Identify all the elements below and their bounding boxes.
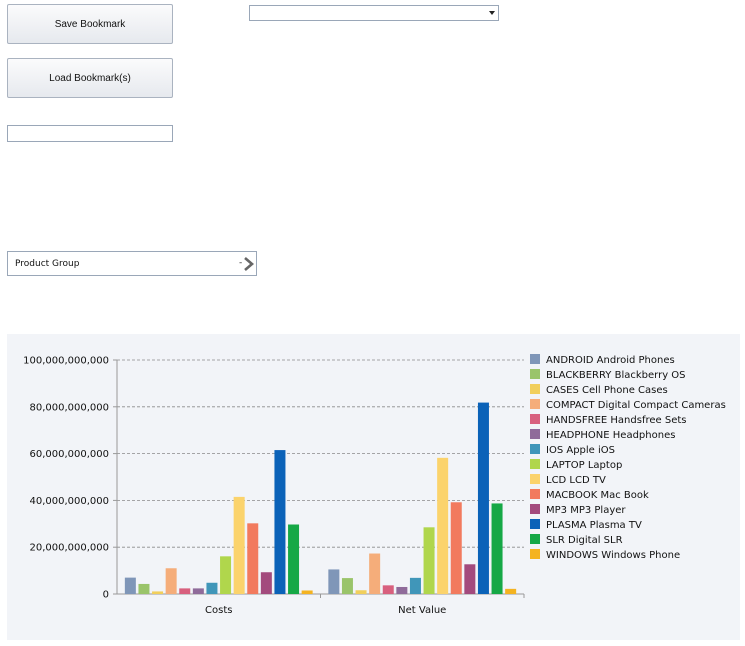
- bar: [450, 502, 462, 594]
- bar: [437, 457, 449, 594]
- legend-swatch: [530, 549, 540, 559]
- bar: [464, 564, 476, 594]
- save-bookmark-button[interactable]: Save Bookmark: [7, 4, 173, 44]
- legend-swatch: [530, 444, 540, 454]
- bar: [355, 590, 367, 594]
- legend-label: LCD LCD TV: [546, 475, 606, 486]
- legend-label: HANDSFREE Handsfree Sets: [546, 415, 686, 426]
- legend-label: IOS Apple iOS: [546, 445, 615, 456]
- legend-label: MACBOOK Mac Book: [546, 490, 649, 501]
- bookmark-name-input[interactable]: [7, 125, 173, 142]
- chart-panel: 0 20,000,000,000 40,000,000,000 60,000,000,…: [7, 334, 740, 640]
- legend-swatch: [530, 354, 540, 364]
- legend-swatch: [530, 399, 540, 409]
- bar: [179, 588, 191, 594]
- bar: [341, 578, 353, 594]
- legend-label: BLACKBERRY Blackberry OS: [546, 370, 686, 381]
- bar: [152, 591, 164, 594]
- y-tick-label: 20,000,000,000: [29, 543, 109, 554]
- legend-swatch: [530, 459, 540, 469]
- x-tick-label: Net Value: [398, 605, 446, 616]
- legend-swatch: [530, 519, 540, 529]
- bookmark-dropdown[interactable]: [249, 5, 499, 21]
- product-group-selector[interactable]: Product Group -: [7, 251, 257, 276]
- bar: [165, 568, 177, 594]
- legend-swatch: [530, 474, 540, 484]
- legend-swatch: [530, 369, 540, 379]
- bar: [477, 402, 489, 594]
- bar: [396, 586, 408, 594]
- bar: [260, 572, 272, 594]
- bar: [491, 503, 503, 594]
- y-tick-label: 80,000,000,000: [29, 402, 109, 413]
- legend-label: MP3 MP3 Player: [546, 505, 626, 516]
- y-tick-label: 40,000,000,000: [29, 496, 109, 507]
- bar: [301, 590, 313, 594]
- legend-label: PLASMA Plasma TV: [546, 520, 642, 531]
- bar: [138, 583, 150, 594]
- bar: [369, 553, 381, 594]
- x-tick-label: Costs: [205, 605, 232, 616]
- load-bookmarks-button[interactable]: Load Bookmark(s): [7, 58, 173, 98]
- legend-label: LAPTOP Laptop: [546, 460, 622, 471]
- bar: [382, 585, 394, 594]
- product-group-value: -: [239, 258, 243, 268]
- legend-label: COMPACT Digital Compact Cameras: [546, 400, 726, 411]
- legend-label: WINDOWS Windows Phone: [546, 550, 680, 561]
- legend-swatch: [530, 504, 540, 514]
- bar: [220, 556, 232, 594]
- legend-label: ANDROID Android Phones: [546, 355, 675, 366]
- bar: [423, 527, 435, 594]
- bar-chart: 0 20,000,000,000 40,000,000,000 60,000,000,…: [23, 354, 726, 616]
- product-group-label: Product Group: [15, 259, 80, 269]
- legend-swatch: [530, 534, 540, 544]
- y-tick-label: 0: [103, 590, 109, 601]
- bar: [233, 496, 245, 594]
- bar: [288, 524, 300, 594]
- dropdown-arrow-icon: [489, 11, 495, 15]
- legend-swatch: [530, 414, 540, 424]
- y-tick-label: 60,000,000,000: [29, 449, 109, 460]
- bar: [192, 588, 204, 594]
- legend-swatch: [530, 384, 540, 394]
- bar: [409, 577, 421, 594]
- bar: [206, 582, 218, 594]
- legend-label: SLR Digital SLR: [546, 535, 623, 546]
- bar: [505, 588, 517, 594]
- y-tick-label: 100,000,000,000: [23, 356, 109, 367]
- legend-label: HEADPHONE Headphones: [546, 430, 675, 441]
- bar: [328, 569, 340, 594]
- chevron-right-icon[interactable]: [242, 256, 256, 272]
- legend-swatch: [530, 429, 540, 439]
- bar: [274, 450, 286, 594]
- legend-swatch: [530, 489, 540, 499]
- bar: [124, 577, 136, 594]
- bar: [247, 523, 259, 594]
- legend-label: CASES Cell Phone Cases: [546, 385, 668, 396]
